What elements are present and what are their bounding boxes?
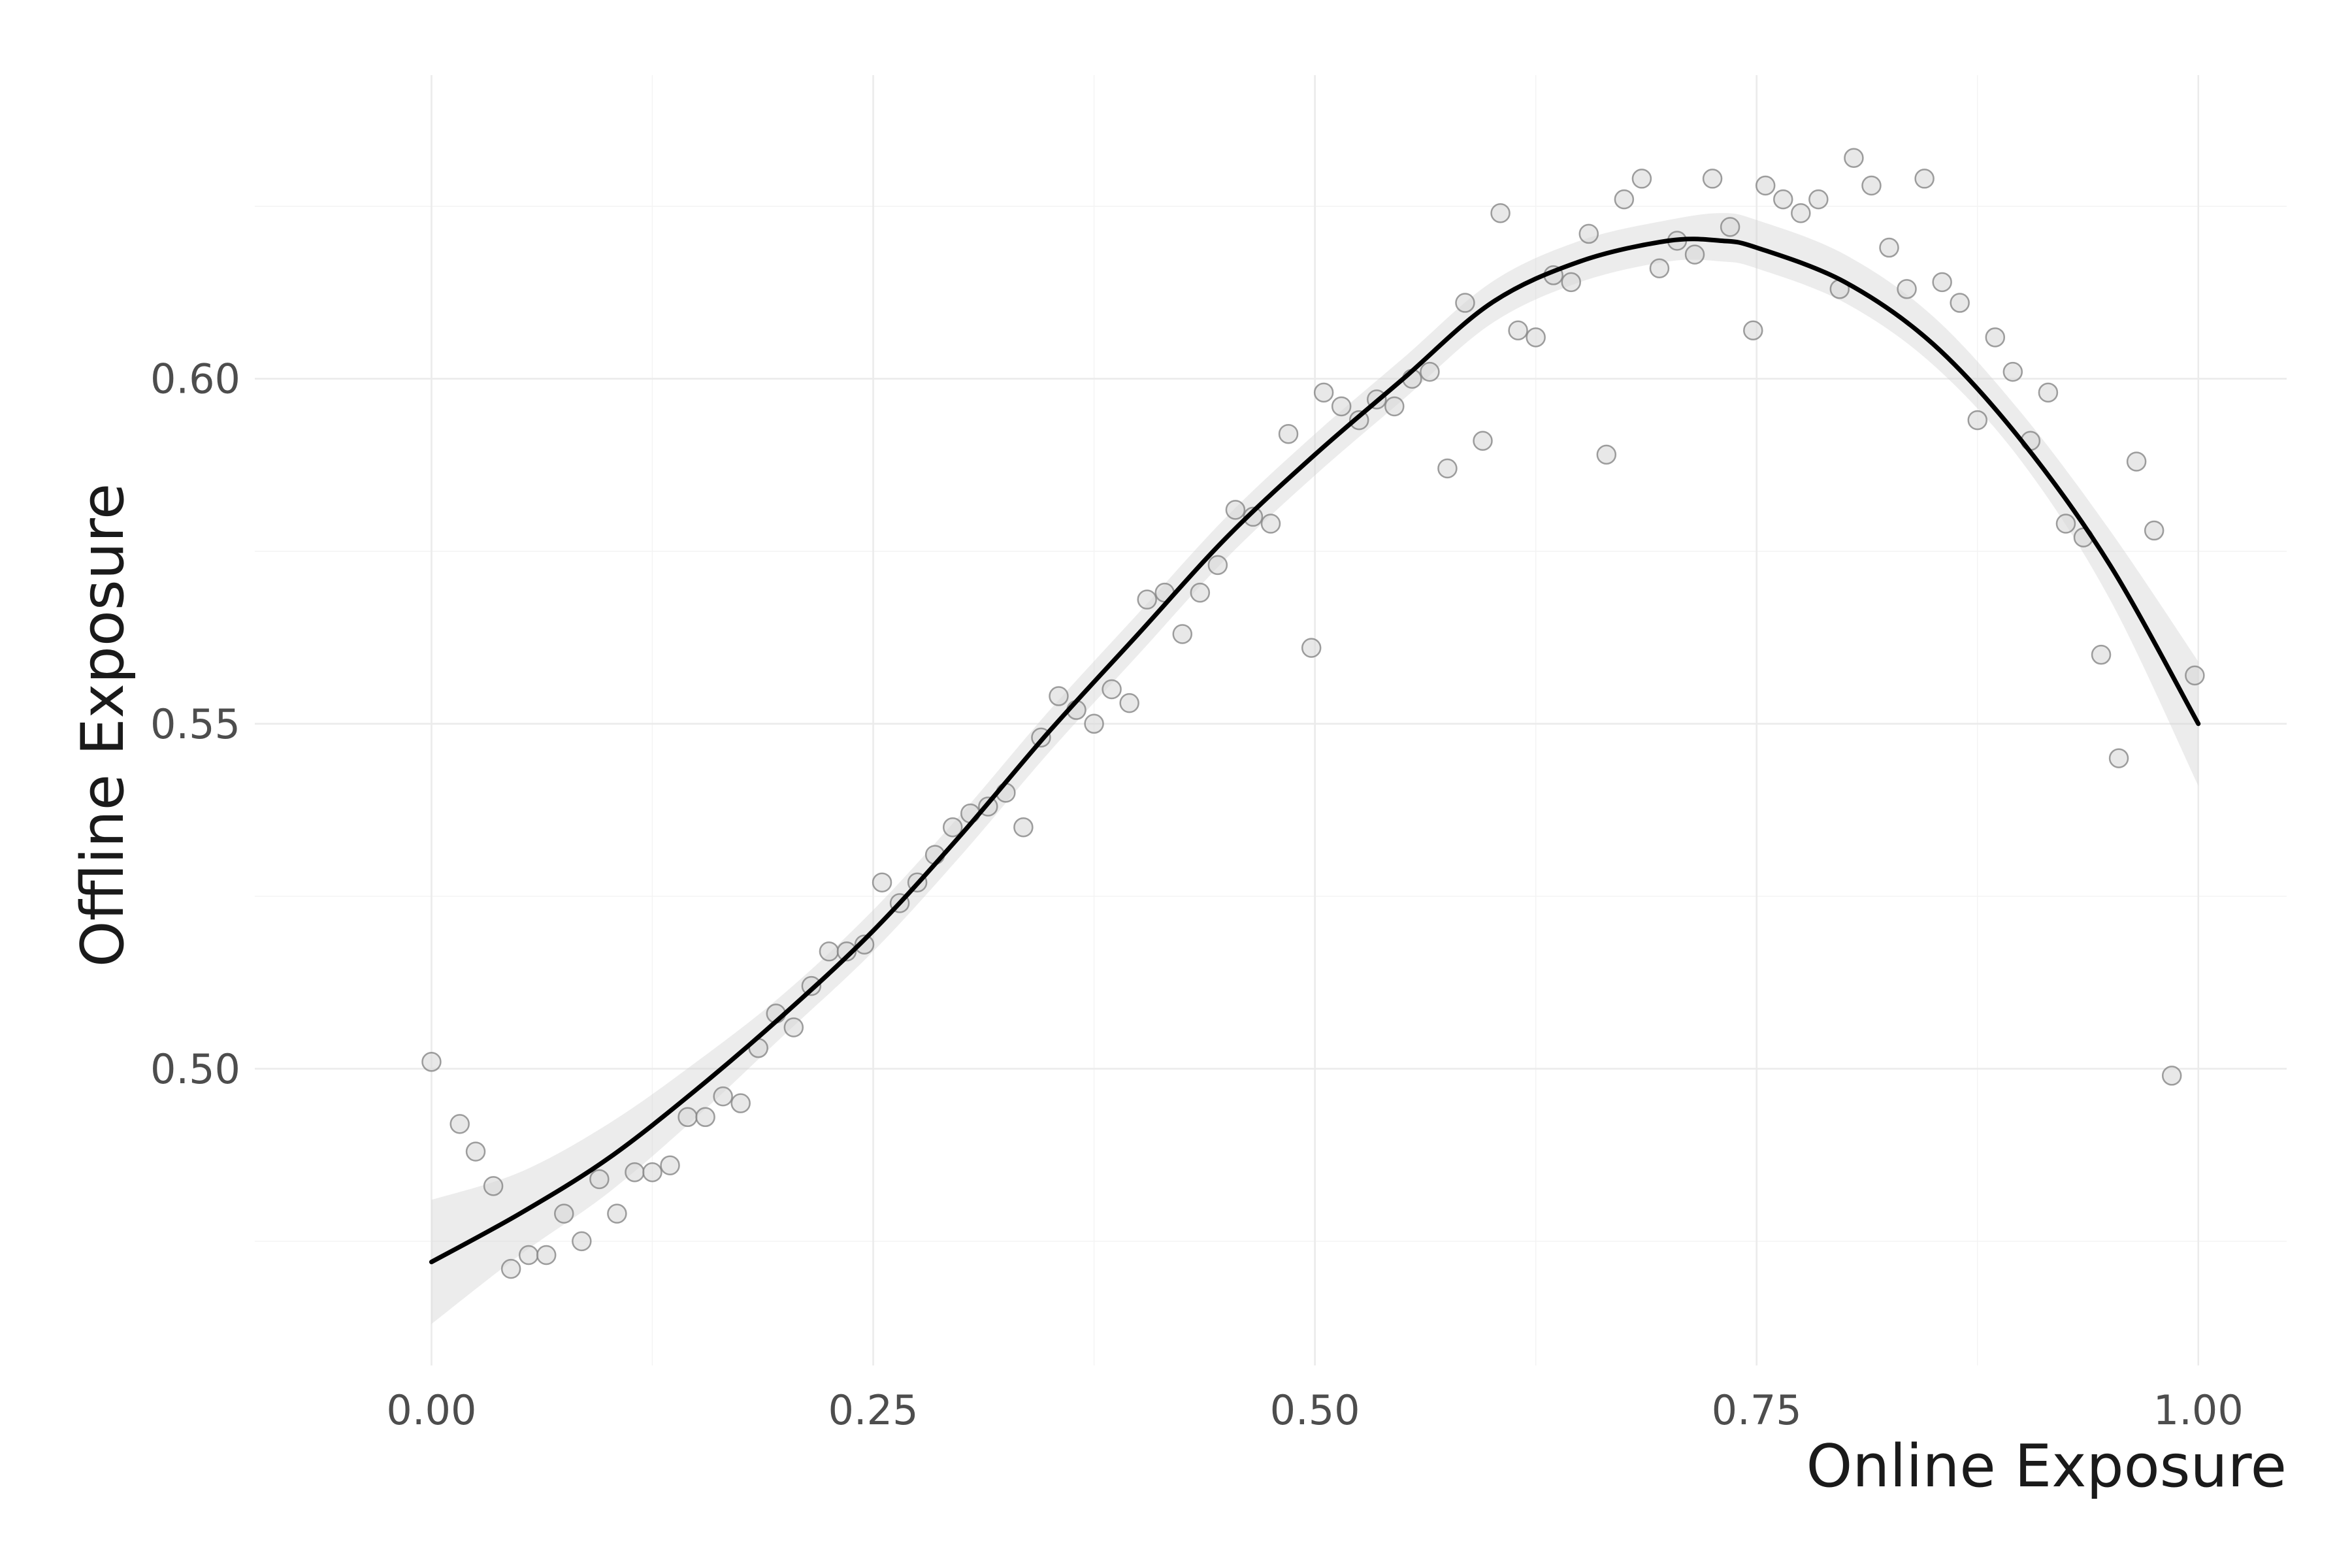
data-point	[695, 1107, 715, 1128]
data-point	[2161, 1066, 2182, 1086]
data-point	[554, 1203, 574, 1224]
data-point	[678, 1107, 698, 1128]
data-point	[1119, 693, 1139, 713]
data-point	[1102, 679, 1122, 700]
data-point	[589, 1169, 610, 1190]
data-point	[2002, 361, 2023, 382]
data-point	[421, 1052, 442, 1072]
data-point	[1084, 713, 1104, 734]
data-point	[1049, 686, 1069, 706]
data-point	[1260, 514, 1281, 534]
data-point	[1720, 217, 1740, 237]
data-point	[483, 1176, 504, 1196]
data-point	[1702, 169, 1723, 189]
data-point	[1420, 361, 1440, 382]
data-point	[465, 1141, 486, 1162]
data-point	[536, 1245, 557, 1266]
data-point	[783, 1017, 804, 1037]
x-tick-label: 0.50	[1270, 1386, 1360, 1434]
data-point	[607, 1203, 627, 1224]
data-point	[819, 941, 840, 962]
data-point	[1437, 458, 1458, 479]
smooth-fit-line	[429, 237, 2201, 1265]
data-point	[2091, 644, 2112, 665]
confidence-band-layer	[431, 213, 2198, 1324]
data-point	[1897, 279, 1917, 299]
x-tick-label: 0.25	[828, 1386, 918, 1434]
smooth-line-layer	[429, 237, 2201, 1265]
data-point	[801, 975, 822, 996]
data-points-layer	[421, 148, 2205, 1279]
data-point	[642, 1162, 662, 1183]
data-point	[1743, 320, 1763, 341]
data-point	[1861, 175, 1882, 196]
y-tick-label: 0.50	[150, 1045, 240, 1093]
data-point	[1561, 272, 1581, 293]
data-point	[572, 1231, 592, 1252]
data-point	[1013, 817, 1034, 838]
data-point	[449, 1114, 470, 1134]
data-point	[1932, 272, 1952, 293]
data-point	[1348, 410, 1369, 431]
data-point	[518, 1245, 539, 1266]
data-point	[1384, 396, 1405, 417]
data-point	[1967, 410, 1987, 431]
data-point	[660, 1155, 680, 1175]
data-point	[2055, 514, 2076, 534]
data-point	[1914, 169, 1935, 189]
data-point	[1773, 189, 1793, 210]
data-point	[1631, 169, 1652, 189]
data-point	[1243, 506, 1264, 527]
data-point	[1172, 624, 1193, 644]
data-point	[2144, 520, 2164, 541]
data-point	[1508, 320, 1528, 341]
data-point	[1207, 555, 1228, 576]
data-point	[1879, 237, 1899, 258]
data-point	[1137, 589, 1157, 610]
data-point	[1190, 582, 1211, 603]
y-tick-label: 0.55	[150, 700, 240, 748]
x-tick-label: 0.00	[386, 1386, 476, 1434]
data-point	[836, 941, 857, 962]
data-point	[1791, 203, 1811, 223]
data-point	[625, 1162, 645, 1183]
data-point	[2038, 382, 2059, 403]
data-point	[1596, 444, 1617, 465]
data-point	[1844, 148, 1864, 168]
data-point	[872, 872, 892, 892]
data-point	[500, 1258, 521, 1279]
data-point	[1649, 258, 1670, 278]
x-axis-title: Online Exposure	[1806, 1432, 2287, 1501]
data-point	[1684, 244, 1705, 265]
data-point	[1490, 203, 1511, 223]
data-point	[2126, 451, 2147, 472]
y-axis-title: Offline Exposure	[69, 483, 137, 968]
data-point	[1301, 638, 1322, 658]
data-point	[2108, 748, 2129, 768]
data-point	[2185, 665, 2205, 686]
data-point	[1455, 293, 1475, 313]
data-point	[713, 1086, 733, 1107]
data-point	[1950, 293, 1970, 313]
data-point	[1526, 327, 1546, 348]
data-point	[1313, 382, 1334, 403]
data-point	[1614, 189, 1635, 210]
data-point	[1808, 189, 1829, 210]
x-tick-label: 0.75	[1712, 1386, 1802, 1434]
data-point	[1755, 175, 1776, 196]
data-point	[730, 1093, 751, 1113]
y-tick-label: 0.60	[150, 355, 240, 403]
data-point	[1985, 327, 2006, 348]
x-tick-label: 1.00	[2153, 1386, 2244, 1434]
confidence-band	[431, 213, 2198, 1324]
data-point	[942, 817, 963, 838]
data-point	[1578, 223, 1599, 244]
data-point	[1331, 396, 1352, 417]
data-point	[1225, 500, 1246, 520]
data-point	[1278, 423, 1299, 444]
data-point	[1473, 431, 1493, 451]
data-point	[854, 934, 875, 955]
tick-labels: 0.00 0.25 0.50 0.75 1.00 0.50 0.55 0.60	[150, 355, 2244, 1434]
